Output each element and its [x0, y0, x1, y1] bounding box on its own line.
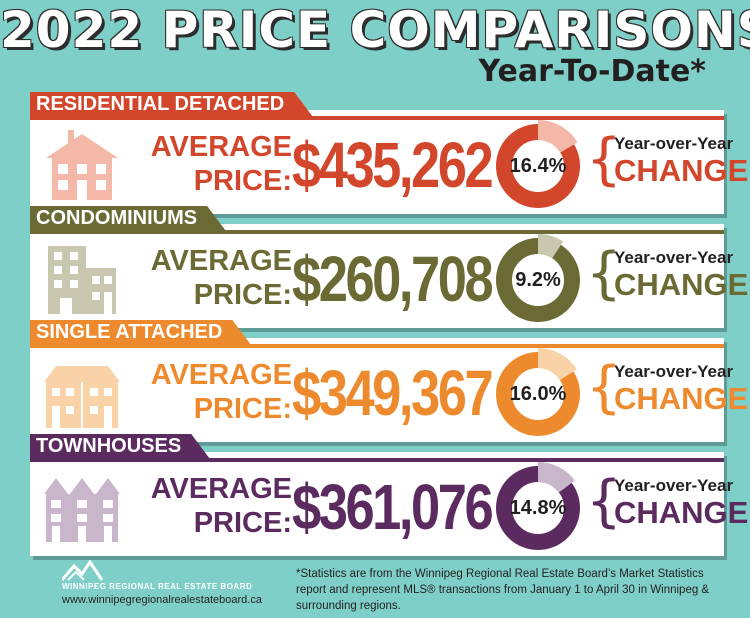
- average-label-line1: AVERAGE: [150, 245, 292, 277]
- change-label: CHANGE: [614, 153, 749, 188]
- yoy-label: Year-over-Year: [614, 248, 734, 267]
- condo-building-icon: [48, 246, 116, 314]
- yoy-label: Year-over-Year: [614, 134, 734, 153]
- change-percent: 14.8%: [509, 497, 567, 519]
- change-donut-slice: [538, 234, 564, 259]
- house-icon: [46, 130, 118, 200]
- page-subtitle: Year-To-Date*: [478, 54, 706, 89]
- average-label-line2: PRICE:: [193, 165, 292, 197]
- card-tab: RESIDENTIAL DETACHED: [30, 92, 312, 116]
- change-donut: [496, 234, 580, 322]
- average-price-label: AVERAGE PRICE:: [130, 244, 292, 312]
- brace-icon: {: [586, 355, 622, 420]
- average-label-line2: PRICE:: [193, 393, 292, 425]
- change-percent: 9.2%: [515, 269, 561, 291]
- website-link[interactable]: www.winnipegregionalrealestateboard.ca: [62, 594, 262, 606]
- average-label-line2: PRICE:: [193, 279, 292, 311]
- card-tab: TOWNHOUSES: [30, 434, 209, 458]
- average-label-line1: AVERAGE: [150, 359, 292, 391]
- brace-icon: {: [586, 469, 622, 534]
- card-strip: [30, 230, 724, 234]
- page-title: 2022 PRICE COMPARISONS: [0, 1, 750, 59]
- brace-icon: {: [586, 241, 622, 306]
- change-percent: 16.4%: [509, 155, 567, 177]
- average-price-value: $260,708: [292, 243, 494, 315]
- card-condominiums: CONDOMINIUMS AVERAGE PRICE: $260,708 9.2…: [30, 224, 748, 328]
- card-tab: SINGLE ATTACHED: [30, 320, 250, 344]
- card-tab: CONDOMINIUMS: [30, 206, 225, 230]
- average-price-label: AVERAGE PRICE:: [130, 130, 292, 198]
- average-label-line1: AVERAGE: [150, 473, 292, 505]
- average-price-value: $435,262: [292, 129, 494, 201]
- change-label: CHANGE: [614, 495, 749, 530]
- change-donut-slice: [538, 348, 577, 381]
- change-donut: [496, 120, 580, 208]
- average-price-label: AVERAGE PRICE:: [130, 472, 292, 540]
- change-percent: 16.0%: [509, 383, 567, 405]
- card-strip: [30, 344, 724, 348]
- average-price-label: AVERAGE PRICE:: [130, 358, 292, 426]
- change-donut-slice: [538, 462, 575, 493]
- card-strip: [30, 116, 724, 120]
- average-price-value: $349,367: [292, 357, 494, 429]
- card-single-attached: SINGLE ATTACHED AVERAGE PRICE: $349,367 …: [30, 338, 748, 442]
- yoy-label: Year-over-Year: [614, 476, 734, 495]
- yoy-label: Year-over-Year: [614, 362, 734, 381]
- change-donut-slice: [538, 120, 578, 153]
- footnote: *Statistics are from the Winnipeg Region…: [296, 568, 710, 612]
- card-residential-detached: RESIDENTIAL DETACHED AVERAGE PRICE: $435…: [30, 110, 748, 214]
- change-donut: [496, 348, 580, 436]
- average-price-value: $361,076: [292, 471, 494, 543]
- change-label: CHANGE: [614, 381, 749, 416]
- card-strip: [30, 458, 724, 462]
- wrreb-logo-icon: [62, 560, 104, 581]
- logo-name: WINNIPEG REGIONAL REAL ESTATE BOARD: [62, 582, 253, 591]
- average-label-line2: PRICE:: [193, 507, 292, 539]
- change-label: CHANGE: [614, 267, 749, 302]
- attached-homes-icon: [44, 366, 120, 428]
- brace-icon: {: [586, 127, 622, 192]
- change-donut: [496, 462, 580, 550]
- card-townhouses: TOWNHOUSES AVERAGE PRICE: $361,076 14.8%…: [30, 452, 748, 556]
- townhouses-icon: [44, 478, 120, 542]
- average-label-line1: AVERAGE: [150, 131, 292, 163]
